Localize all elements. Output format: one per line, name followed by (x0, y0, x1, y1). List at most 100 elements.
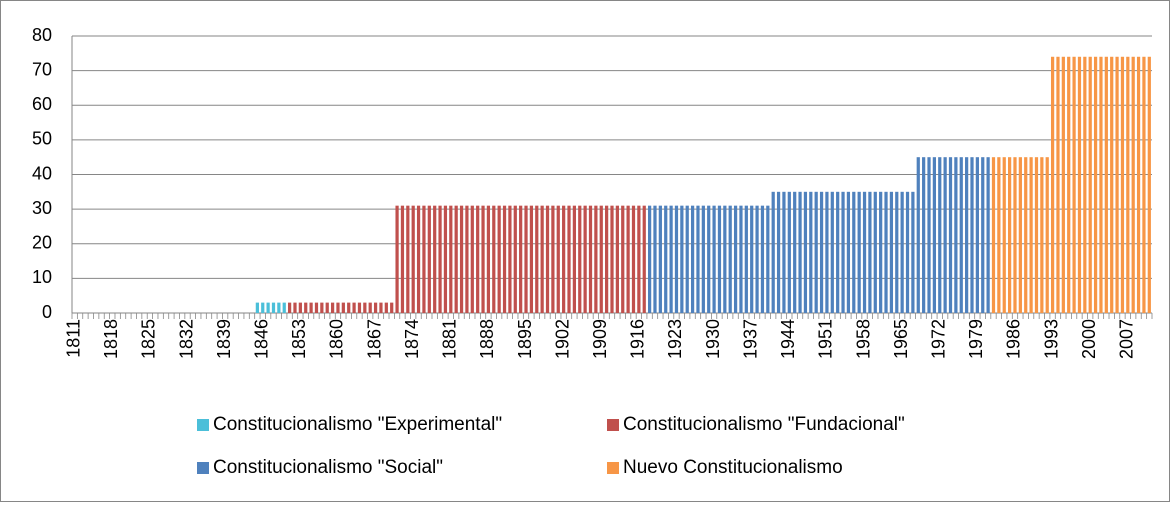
y-tick-label: 40 (32, 163, 52, 183)
bar (873, 191, 877, 313)
x-tick-label: 1881 (440, 319, 460, 359)
bar (1072, 56, 1076, 314)
bar (519, 205, 523, 313)
x-tick-label: 1937 (740, 319, 760, 359)
bar (932, 157, 936, 313)
y-tick-label: 0 (42, 302, 52, 322)
bar (513, 205, 517, 313)
y-tick-label: 20 (32, 233, 52, 253)
bar (615, 205, 619, 313)
x-tick-label: 1902 (552, 319, 572, 359)
bar (905, 191, 910, 313)
y-tick-label: 70 (32, 59, 52, 79)
legend-swatch (607, 419, 619, 431)
bar (653, 205, 657, 313)
bar (309, 302, 313, 313)
bar (562, 205, 566, 313)
bar (1126, 56, 1130, 314)
bar (255, 302, 259, 313)
bar (986, 157, 990, 313)
bar (400, 205, 405, 313)
bar (352, 302, 356, 313)
bar (1002, 157, 1006, 313)
bar (583, 205, 587, 313)
x-tick-label: 1867 (364, 319, 384, 359)
bar (363, 302, 367, 313)
x-tick-label: 1993 (1041, 319, 1061, 359)
bar (938, 157, 942, 313)
bar (1083, 56, 1087, 314)
bar (379, 302, 383, 313)
bar (621, 205, 625, 313)
bar (884, 191, 888, 313)
bar (320, 302, 324, 313)
bar (916, 157, 920, 313)
bar (1008, 157, 1012, 313)
bar (572, 205, 576, 313)
bar (443, 205, 448, 313)
bar (1142, 56, 1146, 314)
bar (997, 157, 1001, 313)
bar (889, 191, 894, 313)
bar (776, 191, 781, 313)
x-tick-label: 1979 (966, 319, 986, 359)
bar (637, 205, 641, 313)
bar (658, 205, 662, 313)
bar (744, 205, 748, 313)
bar (701, 205, 705, 313)
bar (368, 302, 372, 313)
legend-swatch (197, 419, 209, 431)
bar (605, 205, 609, 313)
x-tick-label: 1895 (515, 319, 535, 359)
bar (610, 205, 614, 313)
bar (1099, 56, 1103, 314)
bar (304, 302, 308, 313)
x-tick-label: 1972 (929, 319, 949, 359)
bar (1029, 157, 1033, 313)
bar (712, 205, 716, 313)
bar (895, 191, 899, 313)
bar (1120, 56, 1125, 314)
x-tick-label: 1853 (289, 319, 309, 359)
bar (384, 302, 388, 313)
legend-label: Constitucionalismo "Fundacional" (623, 414, 905, 435)
x-tick-label: 1944 (778, 319, 798, 359)
bar (266, 302, 270, 313)
bar (481, 205, 485, 313)
bar (540, 205, 544, 313)
bar (814, 191, 818, 313)
bar (642, 205, 646, 313)
bar (433, 205, 437, 313)
bar (782, 191, 786, 313)
bar (900, 191, 904, 313)
bar (1077, 56, 1082, 314)
bar (1034, 157, 1039, 313)
bar (293, 302, 297, 313)
bar (1024, 157, 1028, 313)
bar (373, 302, 378, 313)
bar (588, 205, 593, 313)
x-tick-label: 1888 (477, 319, 497, 359)
x-tick-label: 1951 (816, 319, 836, 359)
x-tick-label: 1930 (703, 319, 723, 359)
bar (390, 302, 394, 313)
bar (599, 205, 603, 313)
bar (723, 205, 727, 313)
bar (314, 302, 319, 313)
bar (991, 157, 996, 313)
bar (357, 302, 362, 313)
bar (868, 191, 872, 313)
bar (336, 302, 340, 313)
bar (1110, 56, 1114, 314)
bar (341, 302, 345, 313)
bar (347, 302, 351, 313)
bar (1147, 56, 1151, 314)
y-tick-label: 30 (32, 198, 52, 218)
x-tick-label: 1818 (101, 319, 121, 359)
bar (1136, 56, 1141, 314)
bar (975, 157, 979, 313)
bar (1013, 157, 1017, 313)
x-tick-label: 1986 (1004, 319, 1024, 359)
